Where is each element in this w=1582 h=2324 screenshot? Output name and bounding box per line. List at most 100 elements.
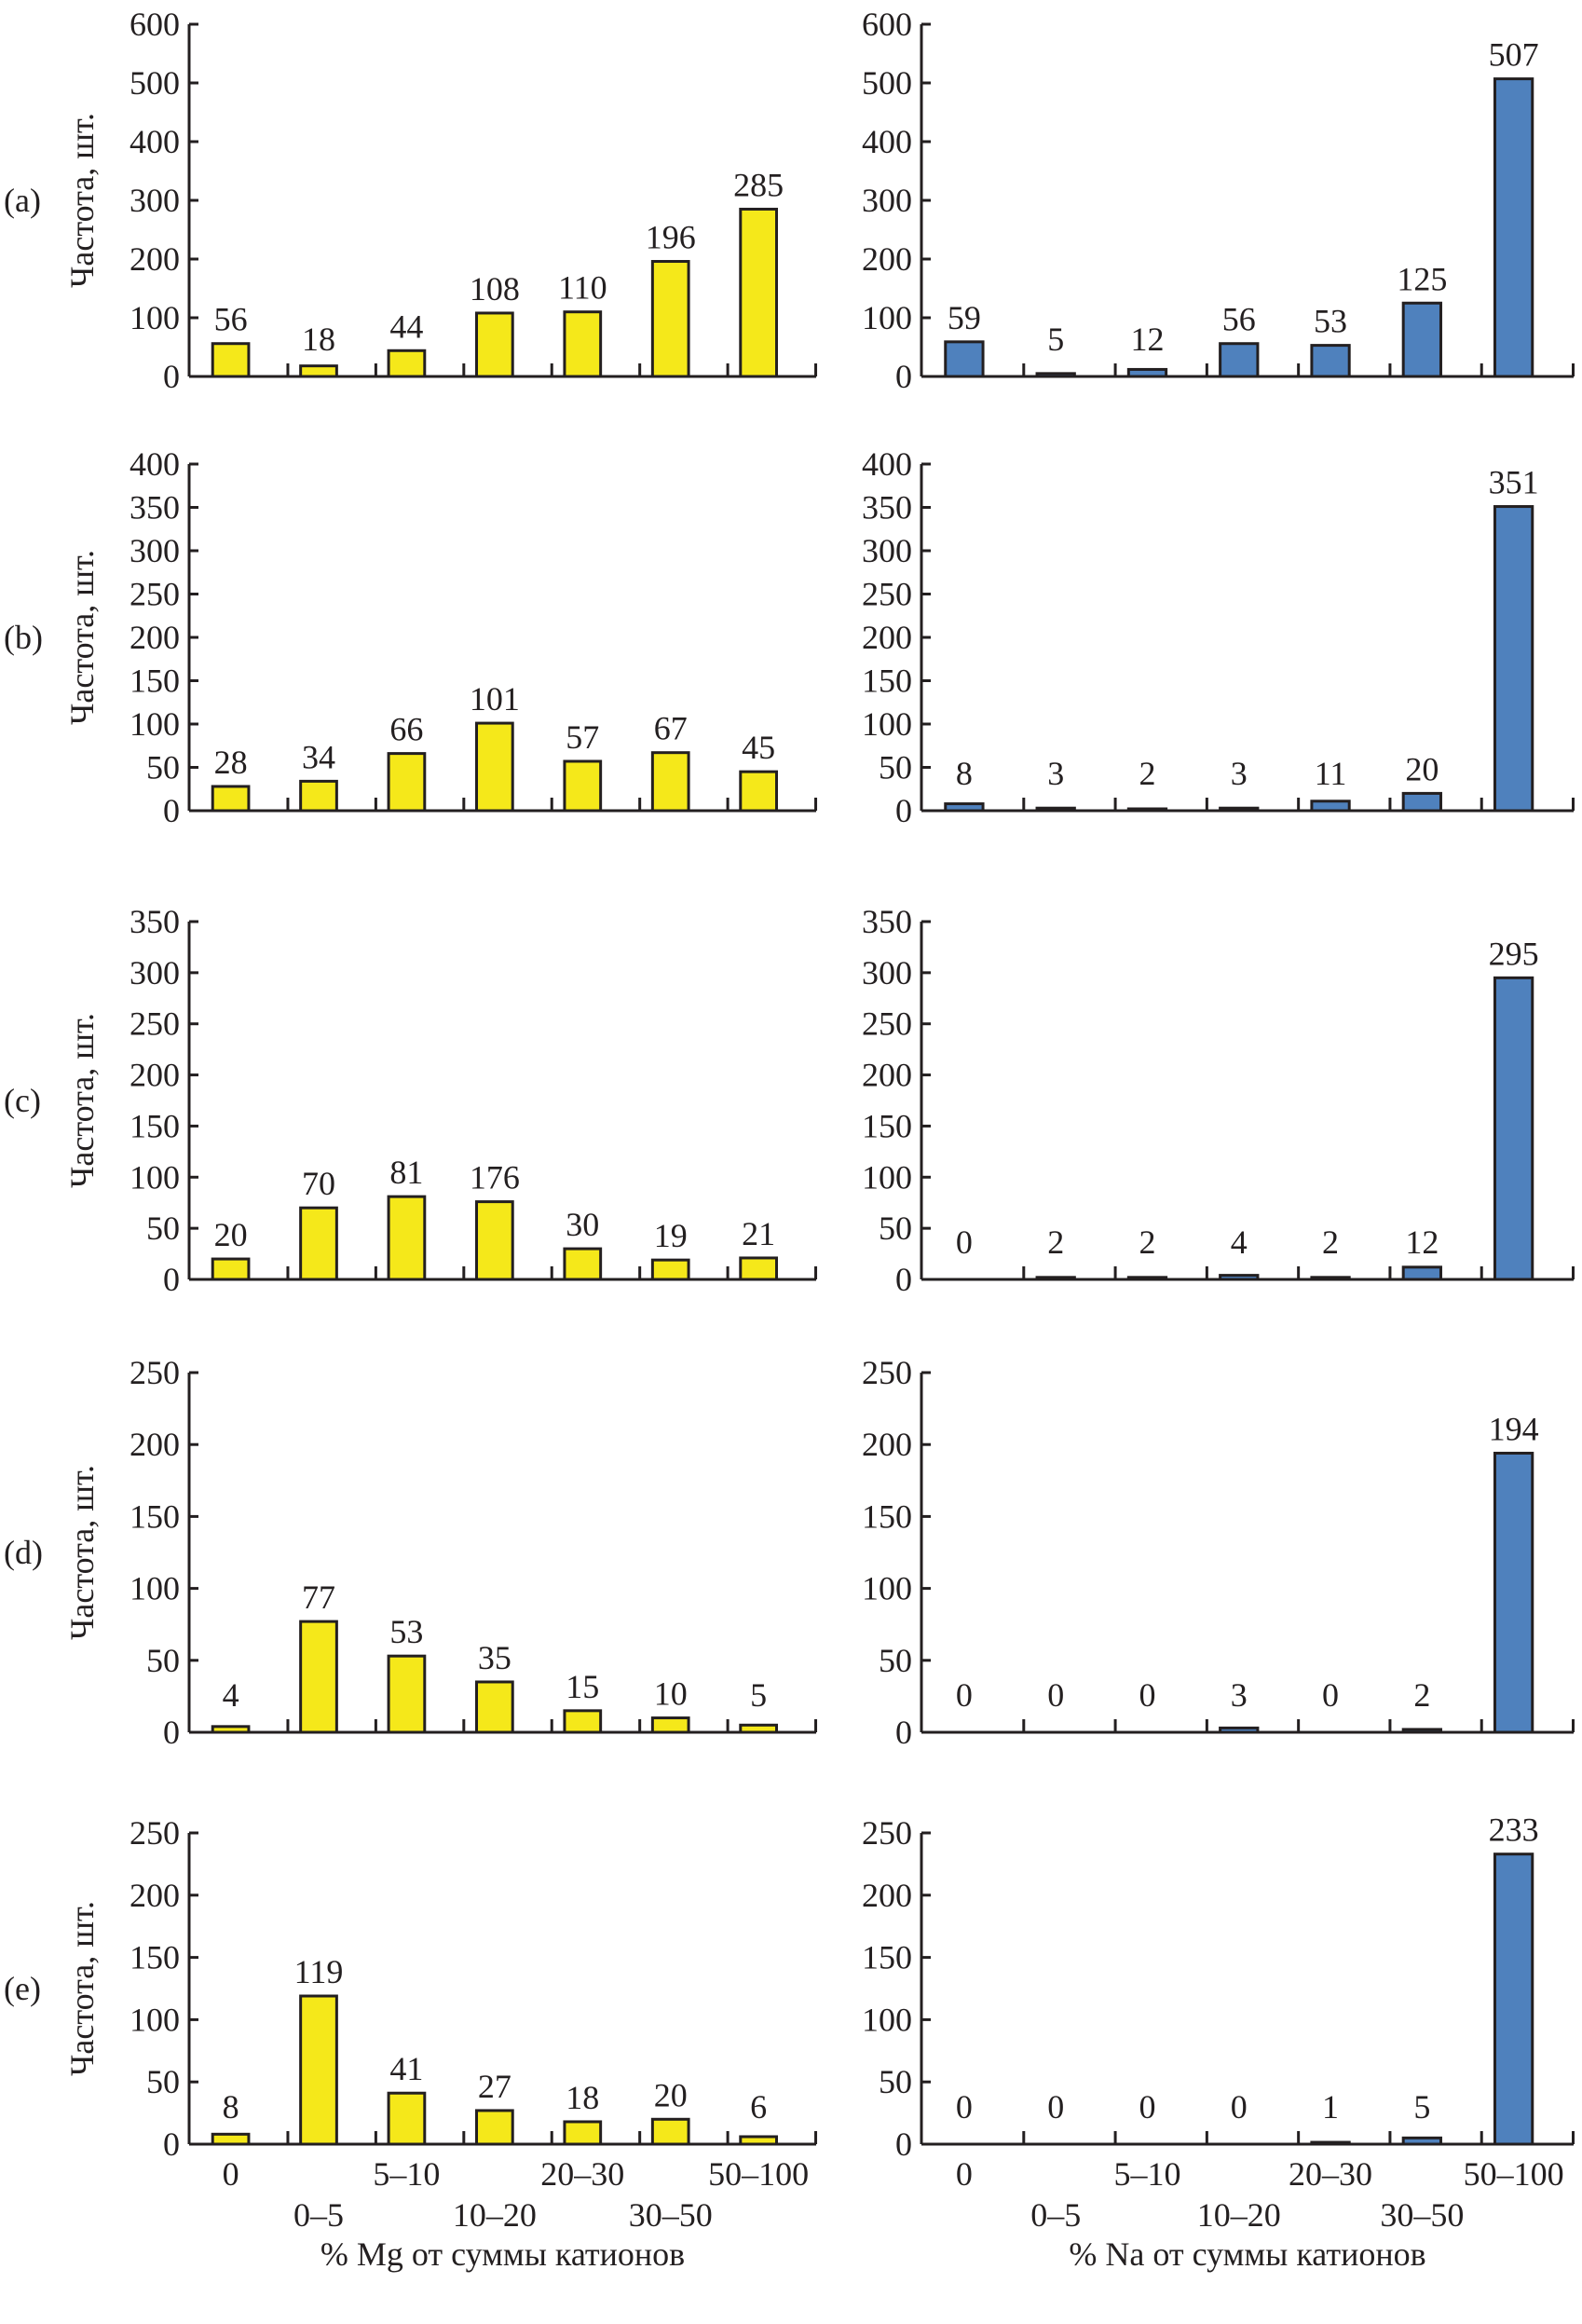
y-tick-label: 50 [879,1210,912,1247]
panel-label: (c) [4,1082,41,1119]
bar [387,752,427,813]
bar-value-label: 0 [1047,2088,1064,2126]
bar-value-label: 8 [956,755,973,792]
y-tick-label: 100 [862,1158,912,1196]
bar-value-label: 81 [389,1154,423,1191]
x-category-label: 0–5 [1030,2196,1081,2234]
bar [387,1195,427,1281]
y-tick-label: 250 [862,576,912,613]
bar [650,2117,690,2146]
bar [387,349,427,378]
bar-value-label: 44 [389,308,423,345]
bar-value-label: 10 [654,1675,688,1713]
y-tick-label: 300 [862,954,912,991]
bar [1493,1451,1534,1734]
bar-value-label: 6 [750,2088,767,2126]
y-tick-label: 150 [130,1939,180,1976]
y-tick-label: 500 [130,64,180,102]
y-tick-label: 50 [879,2063,912,2100]
y-tick-label: 150 [862,1939,912,1976]
y-tick-label: 0 [163,358,180,395]
bar [387,1654,427,1734]
y-tick-label: 350 [862,903,912,940]
y-tick-label: 200 [862,1057,912,1094]
bar-value-label: 3 [1231,755,1248,792]
bar [211,1257,251,1281]
bar-value-label: 285 [733,166,784,203]
panel-c-left: 20 70 81 176 30 19 21 0 50 100 150 200 250 300 350 (c) Ч… [4,903,818,1298]
bar [739,207,779,378]
y-tick-label: 200 [130,1877,180,1914]
bar [563,1709,603,1734]
bar-value-label: 4 [223,1676,239,1714]
y-tick-label: 350 [130,903,180,940]
bar-value-label: 0 [1139,2088,1155,2126]
bar [650,751,690,813]
bar [299,779,338,813]
bar-value-label: 196 [646,219,696,256]
y-tick-label: 300 [130,182,180,219]
bar-value-label: 2 [1047,1224,1064,1261]
bar-value-label: 351 [1489,464,1539,501]
panel-label: (d) [4,1534,43,1571]
y-tick-label: 100 [862,705,912,743]
y-axis-title: Частота, шт. [63,1013,101,1188]
bar-value-label: 12 [1405,1224,1439,1261]
y-tick-label: 200 [862,1426,912,1463]
y-tick-label: 150 [862,1107,912,1144]
y-tick-label: 100 [130,299,180,336]
bar-value-label: 19 [654,1217,688,1254]
y-tick-label: 100 [130,705,180,743]
y-tick-label: 250 [130,576,180,613]
panel-a-right: 59 5 12 56 53 125 507 0 100 200 300 400 500 600 [862,6,1575,395]
y-tick-label: 50 [146,1642,180,1679]
bar [299,1994,338,2146]
bar-value-label: 53 [1314,303,1347,340]
y-tick-label: 100 [862,1570,912,1607]
bar-value-label: 56 [214,301,248,338]
bar-value-label: 56 [1222,301,1256,338]
x-category-label: 20–30 [1289,2155,1372,2193]
bar-value-label: 0 [956,1224,973,1261]
y-axis-title: Частота, шт. [63,113,101,288]
bar-value-label: 45 [742,729,775,766]
bar-value-label: 3 [1231,1676,1248,1714]
y-tick-label: 0 [163,792,180,829]
x-category-label: 30–50 [629,2196,713,2234]
x-axis-title: % Na от суммы катионов [1069,2235,1425,2273]
y-tick-label: 400 [862,123,912,160]
bar-value-label: 0 [956,1676,973,1714]
bar-value-label: 21 [742,1215,775,1252]
bar [1310,800,1351,813]
y-tick-label: 300 [862,182,912,219]
bar-value-label: 67 [654,710,688,747]
panel-e-right: 0 0 0 0 1 5 233 0 50 100 150 200 250 0 0–5 5–10 10–2020–… [862,1811,1575,2273]
bar [299,364,338,378]
y-tick-label: 250 [862,1005,912,1043]
bar-value-label: 18 [302,321,335,358]
bar-value-label: 4 [1231,1224,1248,1261]
y-tick-label: 50 [879,749,912,786]
bar-value-label: 27 [478,2068,511,2105]
x-category-label: 0 [223,2155,239,2193]
y-tick-label: 250 [130,1005,180,1043]
y-tick-label: 50 [879,1642,912,1679]
bar-value-label: 66 [389,711,423,748]
bar [650,1716,690,1734]
bar-value-label: 77 [302,1579,335,1616]
x-category-label: 20–30 [540,2155,624,2193]
bar [563,310,603,378]
y-tick-label: 150 [130,1497,180,1535]
panel-e-left: 8 119 41 27 18 20 6 0 50 100 150 200 250 (e) Частота, … [4,1814,818,2273]
bar-value-label: 1 [1322,2088,1339,2126]
bar [1493,1852,1534,2146]
bar-value-label: 11 [1315,755,1347,792]
y-tick-label: 150 [130,1107,180,1144]
bar-value-label: 20 [1405,750,1439,787]
bar-value-label: 0 [1322,1676,1339,1714]
bar-value-label: 2 [1413,1676,1430,1714]
bar-value-label: 30 [566,1206,599,1243]
y-tick-label: 200 [862,1877,912,1914]
bar [1401,301,1442,378]
y-tick-label: 50 [146,1210,180,1247]
